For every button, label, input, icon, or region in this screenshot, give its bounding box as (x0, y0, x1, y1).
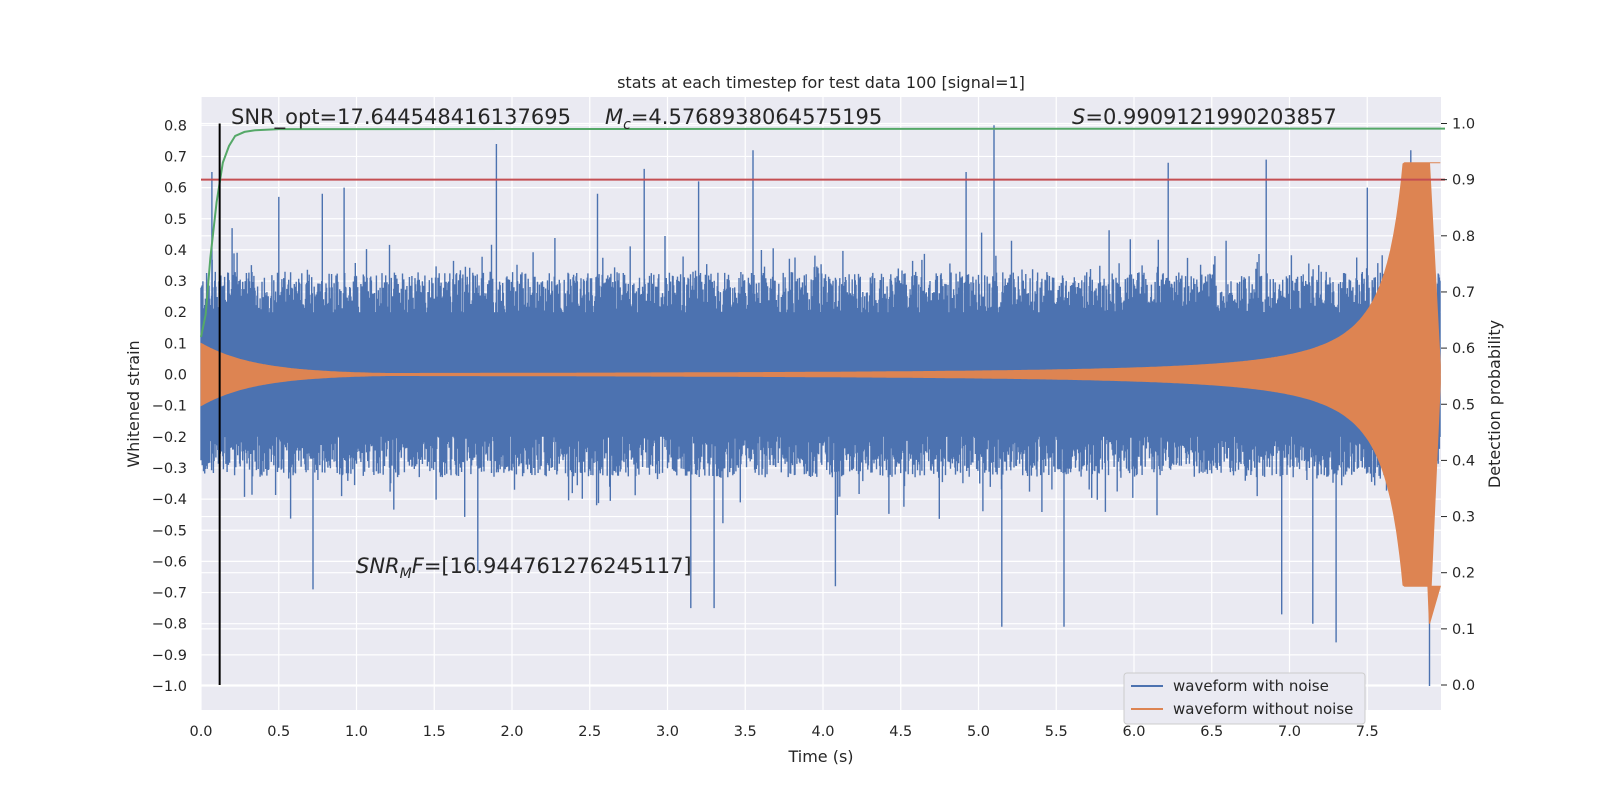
y2-tick-label: 0.4 (1452, 453, 1475, 469)
y-tick-label: 0.8 (164, 118, 187, 134)
series-waveform-without-noise (200, 162, 1441, 624)
snr-mf-symbol: SNR (356, 554, 400, 578)
x-tick-label: 6.5 (1200, 724, 1223, 740)
x-tick-label: 2.5 (578, 724, 601, 740)
chirp-mass-value: =4.5768938064575195 (631, 105, 882, 129)
legend-label-with-noise: waveform with noise (1173, 677, 1329, 695)
x-tick-label: 6.0 (1122, 724, 1145, 740)
snr-opt-annotation: SNR_opt=17.644548416137695 (231, 105, 571, 130)
x-tick-label: 4.0 (811, 724, 834, 740)
y-tick-label: 0.5 (164, 212, 187, 228)
x-tick-label: 1.0 (345, 724, 368, 740)
data-layer (200, 123, 1446, 686)
chirp-mass-subscript: c (623, 117, 631, 133)
y-tick-label: −0.8 (152, 617, 187, 633)
y-tick-label: −0.5 (152, 523, 187, 539)
y-tick-label: 0.1 (164, 336, 187, 352)
tick-labels: 0.0 0.5 1.0 1.5 2.0 2.5 3.0 3.5 4.0 4.5 5.0 5.5 6.0 6… (152, 117, 1475, 741)
y-tick-label: −0.4 (152, 492, 187, 508)
legend: waveform with noise waveform without noi… (1123, 672, 1366, 725)
chirp-mass-annotation: Mc=4.5768938064575195 (605, 105, 882, 133)
y2-tick-label: 0.3 (1452, 510, 1475, 526)
snr-mf-subscript: M (400, 566, 412, 582)
x-tick-label: 3.0 (656, 724, 679, 740)
y2-tick-label: 0.9 (1452, 173, 1475, 189)
x-tick-label: 5.0 (967, 724, 990, 740)
snr-mf-value: =[16.944761276245117] (424, 554, 692, 578)
y2-tick-label: 0.0 (1452, 678, 1475, 694)
x-tick-label: 0.5 (267, 724, 290, 740)
y-tick-label: −1.0 (152, 679, 187, 695)
y2-tick-label: 0.2 (1452, 566, 1475, 582)
y-tick-label: −0.9 (152, 648, 187, 664)
snr-mf-rest: F (412, 554, 425, 578)
y-tick-label: −0.2 (152, 430, 187, 446)
y-tick-label: −0.1 (152, 399, 187, 415)
s-symbol: S (1072, 105, 1085, 129)
y-tick-label: 0.2 (164, 305, 187, 321)
x-tick-label: 5.5 (1045, 724, 1068, 740)
y2-tick-label: 0.6 (1452, 341, 1475, 357)
x-tick-label: 3.5 (734, 724, 757, 740)
y2-tick-label: 0.8 (1452, 229, 1475, 245)
legend-label-without-noise: waveform without noise (1173, 700, 1353, 718)
y2-axis-label: Detection probability (1485, 320, 1504, 488)
chirp-mass-symbol: M (605, 105, 623, 129)
series-detection-probability (200, 127, 1446, 338)
y2-tick-label: 0.1 (1452, 622, 1475, 638)
y-tick-label: −0.6 (152, 554, 187, 570)
y-tick-label: −0.7 (152, 586, 187, 602)
s-annotation: S=0.9909121990203857 (1072, 105, 1337, 129)
y-tick-label: 0.6 (164, 181, 187, 197)
y2-tick-label: 0.7 (1452, 285, 1475, 301)
x-tick-label: 7.5 (1356, 724, 1379, 740)
x-tick-label: 7.0 (1278, 724, 1301, 740)
s-value: =0.9909121990203857 (1085, 105, 1336, 129)
x-axis-label: Time (s) (787, 747, 853, 766)
y-axis-label: Whitened strain (124, 340, 143, 467)
x-tick-label: 0.0 (189, 724, 212, 740)
y-tick-label: 0.4 (164, 243, 187, 259)
y-tick-label: 0.0 (164, 368, 187, 384)
y2-tick-label: 1.0 (1452, 117, 1475, 133)
x-tick-label: 4.5 (889, 724, 912, 740)
legend-box (1123, 672, 1366, 725)
y-tick-label: −0.3 (152, 461, 187, 477)
x-tick-label: 1.5 (423, 724, 446, 740)
x-tick-label: 2.0 (500, 724, 523, 740)
chart-title: stats at each timestep for test data 100… (617, 73, 1025, 92)
y2-tick-label: 0.5 (1452, 397, 1475, 413)
y-tick-label: 0.3 (164, 274, 187, 290)
y-tick-label: 0.7 (164, 149, 187, 165)
snr-mf-annotation: SNRMF=[16.944761276245117] (356, 554, 692, 582)
